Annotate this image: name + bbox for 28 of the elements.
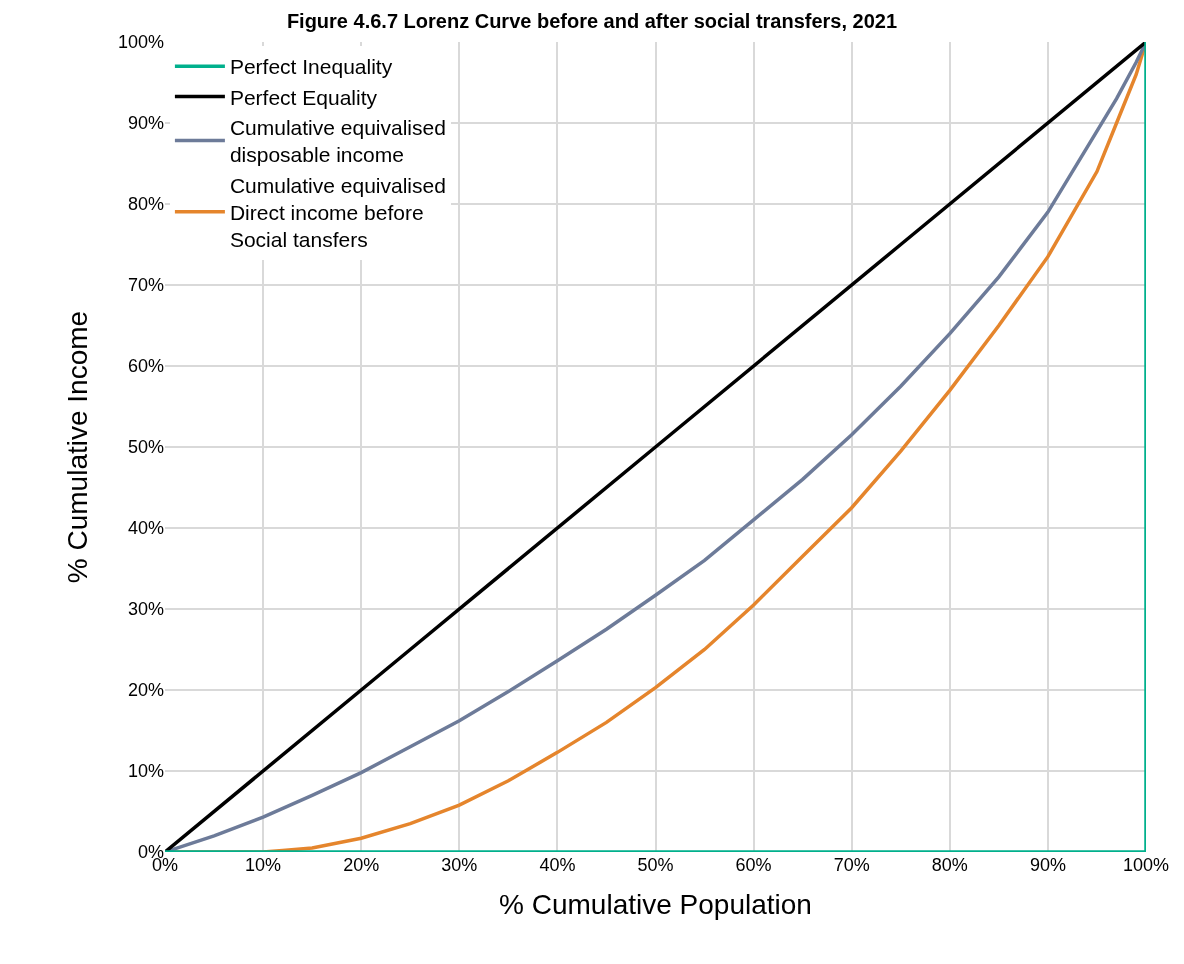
y-tick-label: 80% xyxy=(127,194,164,215)
x-tick-label: 70% xyxy=(833,855,870,875)
x-tick-label: 30% xyxy=(441,855,478,875)
y-tick-label: 20% xyxy=(127,680,164,701)
x-tick-label: 40% xyxy=(539,855,576,875)
y-tick-label: 10% xyxy=(127,761,164,782)
legend-label: Perfect Inequality xyxy=(229,55,393,79)
chart-title: Figure 4.6.7 Lorenz Curve before and after social transfers, 2021 xyxy=(286,10,898,33)
x-tick-label: 20% xyxy=(343,855,380,875)
x-tick-label: 100% xyxy=(1122,855,1170,875)
y-tick-label: 60% xyxy=(127,356,164,377)
x-tick-label: 90% xyxy=(1029,855,1066,875)
y-tick-label: 70% xyxy=(127,275,164,296)
legend-label: Cumulative equivalised Direct income before Social tansfers xyxy=(229,173,446,252)
legend-label: Cumulative equivalised disposable income xyxy=(229,115,446,167)
y-axis-title: % Cumulative Income xyxy=(61,310,93,584)
y-tick-label: 40% xyxy=(127,518,164,539)
y-tick-label: 100% xyxy=(117,32,164,53)
x-tick-label: 10% xyxy=(245,855,282,875)
x-axis-title: % Cumulative Population xyxy=(499,889,812,921)
x-tick-label: 80% xyxy=(931,855,968,875)
y-tick-label: 30% xyxy=(127,599,164,620)
legend-label: Perfect Equality xyxy=(229,85,378,109)
line-series xyxy=(165,42,1146,852)
x-tick-label: 60% xyxy=(735,855,772,875)
y-tick-label: 90% xyxy=(127,113,164,134)
y-tick-label: 50% xyxy=(127,437,164,458)
x-tick-label: 50% xyxy=(637,855,674,875)
